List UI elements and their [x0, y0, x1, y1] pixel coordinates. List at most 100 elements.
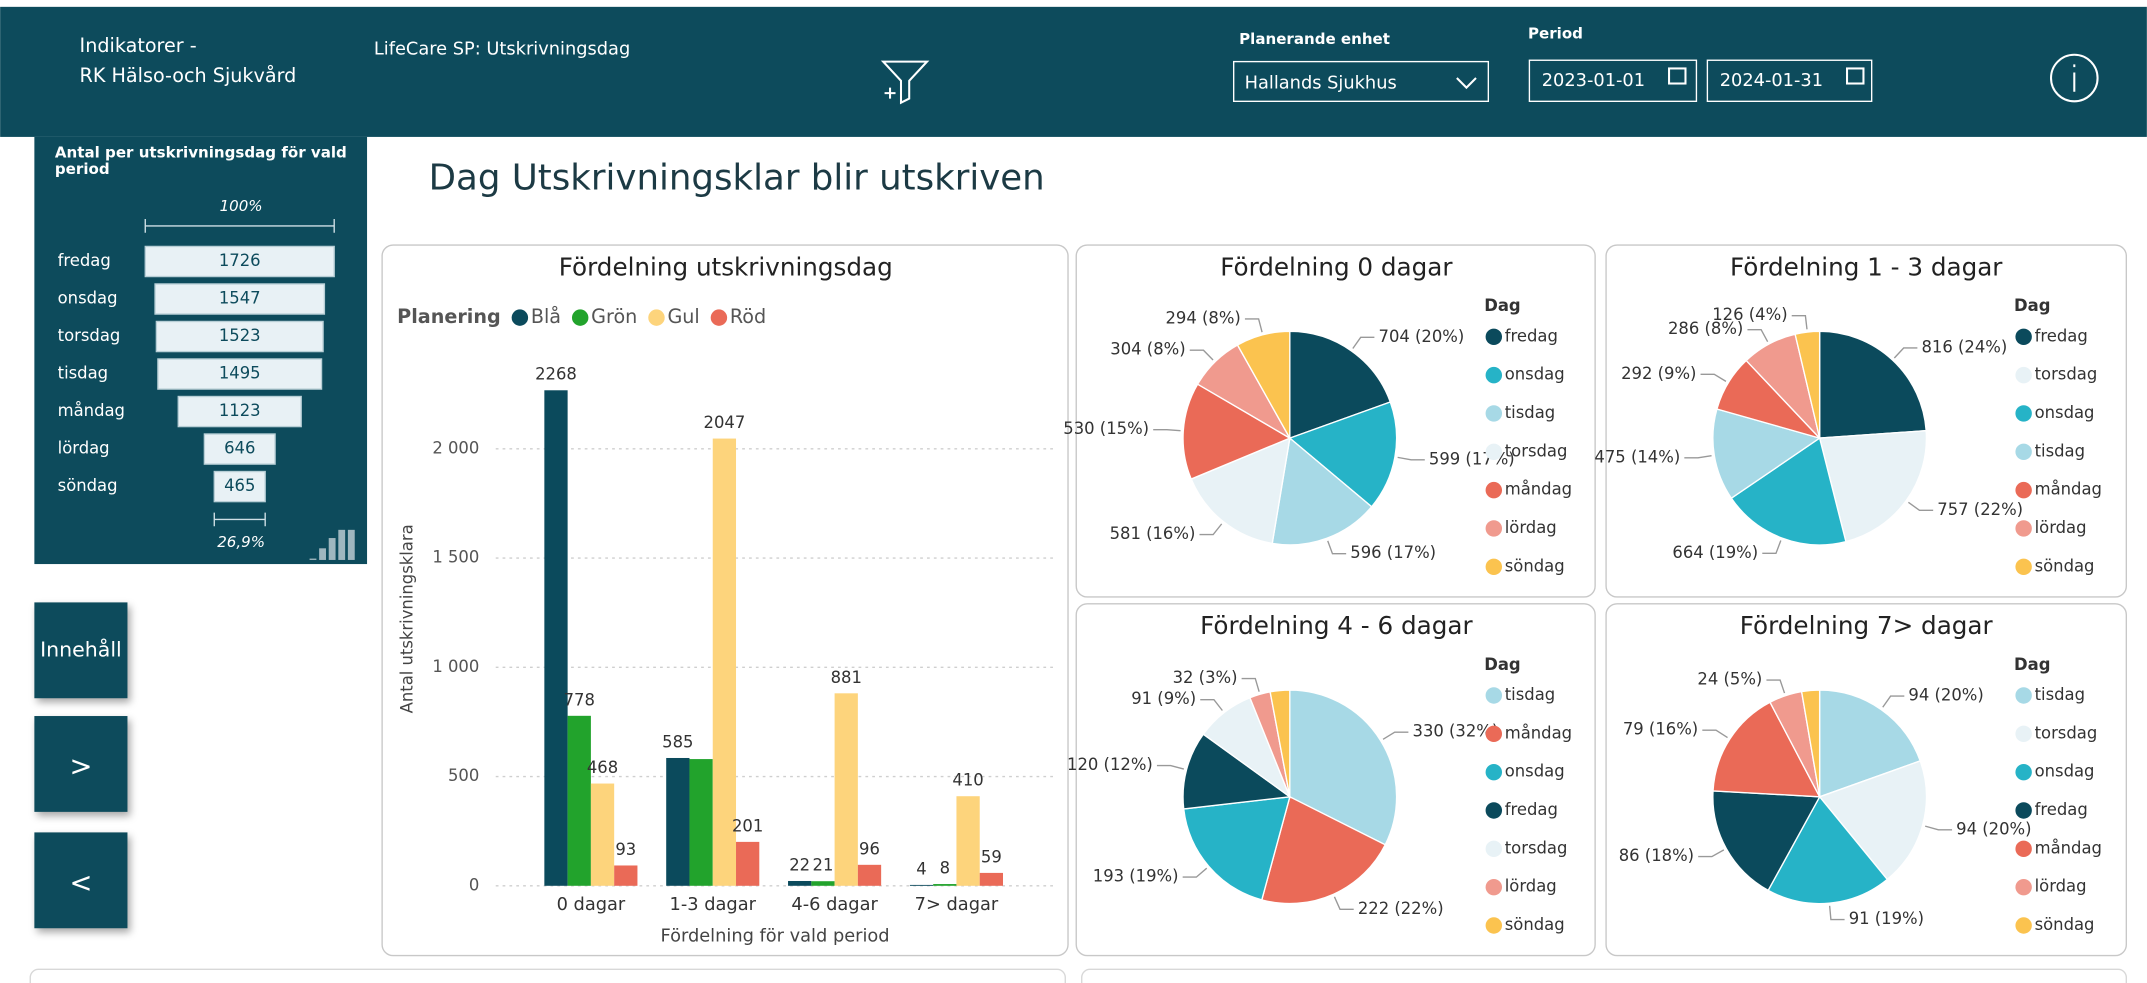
leader-line: [1698, 849, 1725, 858]
nav-button-bg[interactable]: [34, 832, 128, 929]
date-input[interactable]: [1528, 59, 1698, 102]
nav-button[interactable]: Innehåll: [34, 602, 128, 699]
funnel-bar: [155, 320, 324, 353]
nav-button[interactable]: >: [34, 716, 128, 812]
legend-label: onsdag: [2035, 403, 2095, 422]
legend-label: lördag: [1505, 877, 1557, 896]
data-label: 596 (17%): [1350, 543, 1436, 562]
legend-label: söndag: [1505, 915, 1565, 934]
legend-swatch: [710, 309, 728, 326]
chart-title: Fördelning 1 - 3 dagar: [1730, 252, 2003, 281]
data-label: 120 (12%): [1067, 755, 1153, 774]
header-bar: [0, 6, 2147, 137]
funnel-value: 1547: [219, 289, 261, 308]
data-label: 530 (15%): [1063, 419, 1149, 438]
x-tick-label: 0 dagar: [557, 894, 626, 915]
leader-line: [1199, 523, 1223, 536]
bar: [909, 884, 934, 886]
data-label: 468: [587, 758, 618, 777]
period-end[interactable]: 2024-01-31: [1720, 70, 1823, 91]
leader-line: [1762, 540, 1782, 555]
pie-slice: [1730, 436, 1847, 546]
leader-line: [1241, 677, 1260, 692]
nav-button-label[interactable]: <: [69, 868, 92, 899]
filter-icon-shape[interactable]: [880, 60, 930, 105]
legend-swatch: [1485, 763, 1503, 781]
pie-slice: [1236, 330, 1291, 441]
leader-line: [1200, 699, 1223, 711]
data-label: 193 (19%): [1093, 867, 1179, 886]
legend-swatch: [1485, 687, 1503, 704]
funnel-bar: [154, 283, 326, 315]
legend-swatch: [2015, 481, 2032, 499]
pie-slice: [1712, 701, 1821, 798]
bar: [712, 438, 737, 886]
pie-slice: [1818, 689, 1922, 798]
header-title: Indikatorer -: [80, 34, 197, 57]
data-label: 32 (3%): [1173, 668, 1238, 687]
data-label: 91 (19%): [1849, 909, 1924, 928]
date-input[interactable]: [1706, 59, 1873, 102]
nav-button-label[interactable]: Innehåll: [40, 636, 122, 661]
legend-swatch: [1485, 558, 1503, 576]
legend-swatch: [1485, 725, 1503, 743]
legend-swatch: [2015, 558, 2032, 576]
bar: [979, 872, 1003, 886]
funnel-category: tisdag: [58, 364, 108, 383]
nav-button-label[interactable]: >: [69, 752, 92, 783]
leader-line: [1702, 729, 1728, 739]
x-tick-label: 1-3 dagar: [670, 894, 757, 915]
legend-title: Dag: [2014, 655, 2050, 674]
funnel-top-label: 100%: [220, 197, 263, 215]
info-icon-circle[interactable]: [2049, 53, 2099, 103]
pie-slice: [1712, 408, 1822, 500]
legend-label: söndag: [2035, 556, 2095, 575]
pie-slice: [1288, 401, 1398, 508]
funnel-value: 1523: [219, 326, 261, 345]
legend-label: fredag: [1505, 800, 1558, 819]
legend-swatch: [2015, 520, 2032, 537]
funnel-bracket: [144, 219, 335, 233]
filter-icon-plus[interactable]: [884, 87, 896, 99]
legend-swatch: [571, 309, 589, 326]
pie-slice: [1260, 795, 1387, 905]
bar: [736, 841, 760, 886]
legend-swatch: [2015, 725, 2032, 743]
legend-label: onsdag: [1505, 762, 1565, 781]
nav-button-bg[interactable]: [34, 716, 128, 812]
chart-title: Fördelning utskrivningsdag: [559, 252, 893, 281]
legend-swatch: [1485, 917, 1503, 934]
funnel-category: måndag: [58, 401, 125, 420]
leader-line: [1327, 540, 1347, 555]
nav-button-bg[interactable]: [34, 602, 128, 699]
legend-label: tisdag: [1505, 685, 1555, 704]
bar: [956, 796, 980, 886]
calendar-icon[interactable]: [1846, 67, 1865, 85]
period-start[interactable]: 2023-01-01: [1542, 70, 1645, 91]
filter-icon[interactable]: [880, 60, 930, 105]
data-label: 201: [732, 816, 763, 835]
funnel-category: torsdag: [58, 326, 121, 345]
nav-button[interactable]: <: [34, 832, 128, 929]
y-tick-label: 500: [448, 766, 479, 785]
legend-label: Blå: [531, 305, 561, 328]
legend-swatch: [1485, 802, 1503, 819]
pie-slice: [1289, 330, 1392, 440]
report-name: LifeCare SP: Utskrivningsdag: [374, 38, 630, 59]
pie-slice: [1818, 760, 1928, 881]
unit-dropdown[interactable]: [1232, 60, 1490, 102]
legend-title: Planering: [397, 305, 501, 328]
pie-slice: [1712, 790, 1821, 892]
funnel-bar: [203, 433, 276, 465]
unit-value[interactable]: Hallands Sjukhus: [1245, 73, 1397, 94]
calendar-icon[interactable]: [1668, 67, 1687, 85]
info-icon[interactable]: [2049, 53, 2099, 103]
dropdown-chevron[interactable]: [1456, 77, 1477, 90]
data-label: 2047: [704, 413, 746, 432]
legend-title: Dag: [1484, 296, 1520, 315]
legend-label: torsdag: [2035, 723, 2098, 742]
legend-label: lördag: [1505, 518, 1557, 537]
funnel-value: 465: [224, 476, 255, 495]
data-label: 93: [615, 840, 636, 859]
